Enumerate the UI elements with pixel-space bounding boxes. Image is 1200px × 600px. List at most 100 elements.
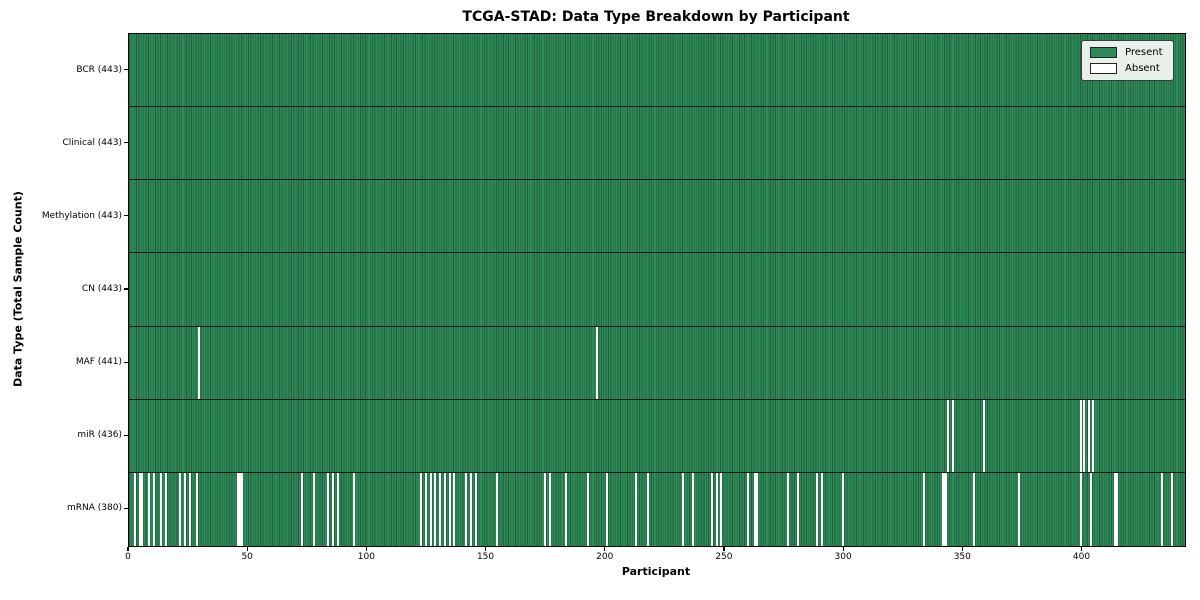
absent-stripe-mRNA-72 [300,472,303,546]
present-swatch-icon [1090,47,1117,58]
absent-stripe-miR-358 [982,399,985,472]
absent-stripe-mRNA-87 [336,472,339,546]
absent-stripe-mRNA-174 [544,472,547,546]
row-MAF [129,326,1185,400]
absent-stripe-mRNA-94 [353,472,356,546]
absent-stripe-mRNA-10 [153,472,156,546]
x-tick-mark [127,546,129,551]
absent-stripe-mRNA-183 [565,472,568,546]
y-tick-label-MAF: MAF (441) [75,357,122,368]
absent-stripe-mRNA-122 [420,472,423,546]
absent-stripe-mRNA-433 [1161,472,1164,546]
absent-stripe-mRNA-437 [1170,472,1173,546]
absent-stripe-mRNA-132 [443,472,446,546]
absent-stripe-MAF-196 [596,326,599,399]
absent-stripe-miR-404 [1092,399,1095,472]
absent-stripe-mRNA-13 [160,472,163,546]
absent-stripe-mRNA-262 [753,472,756,546]
y-tick-mark [123,142,128,144]
y-tick-mark [123,361,128,363]
absent-stripe-mRNA-414 [1116,472,1119,546]
absent-stripe-mRNA-47 [241,472,244,546]
row-Clinical [129,107,1185,181]
x-tick-label-0: 0 [125,552,131,562]
row-miR [129,399,1185,473]
absent-stripe-miR-345 [951,399,954,472]
absent-stripe-mRNA-288 [815,472,818,546]
y-tick-mark [123,68,128,71]
absent-stripe-mRNA-45 [236,472,239,546]
row-BCR [129,34,1185,108]
absent-stripe-mRNA-399 [1080,472,1083,546]
absent-stripe-mRNA-341 [942,472,945,546]
x-tick-mark [961,546,963,551]
row-Methylation [129,180,1185,254]
x-tick-label-300: 300 [834,552,852,562]
x-tick-label-200: 200 [596,552,614,562]
absent-stripe-mRNA-5 [141,472,144,546]
absent-stripe-mRNA-77 [312,472,315,546]
y-tick-label-BCR: BCR (443) [76,64,122,75]
absent-stripe-mRNA-403 [1089,472,1092,546]
absent-stripe-mRNA-333 [923,472,926,546]
y-tick-label-Clinical: Clinical (443) [62,137,122,148]
absent-stripe-mRNA-25 [188,472,191,546]
absent-stripe-mRNA-28 [195,472,198,546]
absent-stripe-mRNA-128 [434,472,437,546]
legend: Present Absent [1081,40,1174,81]
legend-entry-present: Present [1090,47,1163,58]
y-tick-label-CN: CN (443) [81,283,122,294]
absent-stripe-mRNA-21 [179,472,182,546]
absent-stripe-mRNA-212 [634,472,637,546]
absent-stripe-mRNA-83 [327,472,330,546]
legend-present-label: Present [1125,47,1163,58]
absent-stripe-mRNA-413 [1113,472,1116,546]
absent-stripe-mRNA-141 [465,472,468,546]
x-tick-mark [365,546,367,551]
chart-title: TCGA-STAD: Data Type Breakdown by Partic… [462,9,850,25]
y-tick-mark [123,434,128,436]
row-mRNA [129,472,1185,546]
y-tick-label-mRNA: mRNA (380) [67,503,122,514]
row-CN [129,253,1185,327]
plot-area [128,33,1186,547]
absent-stripe-mRNA-299 [841,472,844,546]
x-tick-label-50: 50 [241,552,253,562]
x-tick-mark [246,546,248,551]
absent-stripe-mRNA-23 [184,472,187,546]
x-tick-label-250: 250 [715,552,733,562]
absent-stripe-mRNA-217 [646,472,649,546]
absent-stripe-mRNA-373 [1018,472,1021,546]
x-tick-mark [484,546,487,551]
y-tick-label-Methylation: Methylation (443) [41,210,122,221]
absent-stripe-miR-400 [1082,399,1085,472]
x-axis-label: Participant [621,565,691,578]
absent-stripe-mRNA-259 [746,472,749,546]
x-tick-mark [1080,546,1083,551]
legend-entry-absent: Absent [1090,63,1163,74]
absent-stripe-mRNA-134 [448,472,451,546]
absent-stripe-mRNA-276 [787,472,790,546]
absent-swatch-icon [1090,63,1117,74]
legend-absent-label: Absent [1125,63,1160,74]
x-tick-mark [723,546,725,551]
absent-stripe-mRNA-126 [429,472,432,546]
x-tick-label-100: 100 [357,552,375,562]
y-tick-mark [123,288,128,290]
absent-stripe-mRNA-280 [796,472,799,546]
absent-stripe-mRNA-2 [134,472,137,546]
absent-stripe-mRNA-192 [586,472,589,546]
absent-stripe-mRNA-143 [470,472,473,546]
absent-stripe-mRNA-130 [439,472,442,546]
x-tick-label-350: 350 [953,552,971,562]
x-tick-label-400: 400 [1072,552,1091,562]
absent-stripe-mRNA-232 [682,472,685,546]
absent-stripe-miR-343 [946,399,949,472]
y-tick-mark [123,215,128,217]
absent-stripe-mRNA-145 [474,472,477,546]
absent-stripe-mRNA-354 [973,472,976,546]
absent-stripe-mRNA-246 [715,472,718,546]
absent-stripe-miR-399 [1080,399,1083,472]
absent-stripe-mRNA-15 [165,472,168,546]
